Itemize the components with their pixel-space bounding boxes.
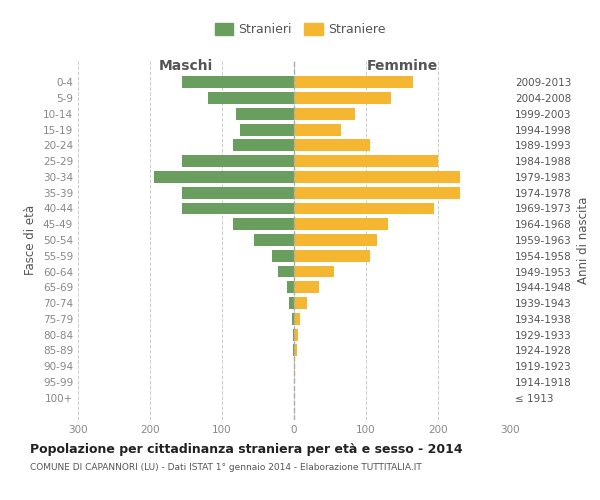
Bar — [294, 171, 460, 183]
Bar — [294, 297, 307, 309]
Bar — [294, 234, 377, 246]
Bar — [293, 344, 294, 356]
Bar — [182, 187, 294, 198]
Bar — [287, 282, 294, 293]
Bar — [294, 108, 355, 120]
Bar — [294, 187, 460, 198]
Bar — [294, 328, 298, 340]
Bar — [294, 266, 334, 278]
Bar — [294, 250, 370, 262]
Bar — [294, 76, 413, 88]
Bar — [294, 124, 341, 136]
Bar — [293, 328, 294, 340]
Text: Femmine: Femmine — [367, 59, 437, 73]
Bar — [254, 234, 294, 246]
Bar — [182, 76, 294, 88]
Bar — [294, 313, 300, 325]
Y-axis label: Fasce di età: Fasce di età — [25, 205, 37, 275]
Bar — [294, 218, 388, 230]
Bar — [294, 282, 319, 293]
Text: COMUNE DI CAPANNORI (LU) - Dati ISTAT 1° gennaio 2014 - Elaborazione TUTTITALIA.: COMUNE DI CAPANNORI (LU) - Dati ISTAT 1°… — [30, 462, 422, 471]
Bar — [208, 92, 294, 104]
Bar — [182, 155, 294, 167]
Bar — [294, 360, 295, 372]
Text: Popolazione per cittadinanza straniera per età e sesso - 2014: Popolazione per cittadinanza straniera p… — [30, 442, 463, 456]
Bar — [294, 155, 438, 167]
Bar — [294, 202, 434, 214]
Bar — [278, 266, 294, 278]
Bar — [182, 202, 294, 214]
Bar — [154, 171, 294, 183]
Y-axis label: Anni di nascita: Anni di nascita — [577, 196, 590, 284]
Bar — [236, 108, 294, 120]
Bar — [233, 140, 294, 151]
Bar — [292, 313, 294, 325]
Text: Maschi: Maschi — [159, 59, 213, 73]
Bar — [240, 124, 294, 136]
Bar — [289, 297, 294, 309]
Legend: Stranieri, Straniere: Stranieri, Straniere — [211, 18, 389, 40]
Bar — [233, 218, 294, 230]
Bar — [294, 92, 391, 104]
Bar — [272, 250, 294, 262]
Bar — [294, 140, 370, 151]
Bar — [294, 344, 297, 356]
